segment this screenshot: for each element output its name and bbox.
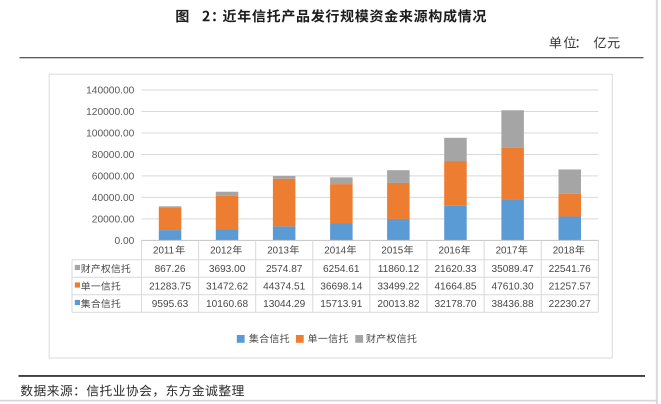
svg-text:41664.85: 41664.85 xyxy=(434,282,476,293)
svg-text:32178.70: 32178.70 xyxy=(434,299,476,310)
svg-text:2018: 2018 xyxy=(553,246,575,257)
svg-text:15713.91: 15713.91 xyxy=(320,299,362,310)
svg-text:2017: 2017 xyxy=(496,246,518,257)
svg-text:38436.88: 38436.88 xyxy=(492,299,534,310)
svg-text:3693.00: 3693.00 xyxy=(209,264,246,275)
svg-text:2012: 2012 xyxy=(210,246,232,257)
svg-text:0.00: 0.00 xyxy=(114,236,134,247)
svg-text:80000.00: 80000.00 xyxy=(92,150,135,161)
svg-text:120000.00: 120000.00 xyxy=(86,107,134,118)
svg-text:867.26: 867.26 xyxy=(155,264,186,275)
svg-text:6254.61: 6254.61 xyxy=(323,264,360,275)
svg-text:2013: 2013 xyxy=(267,246,289,257)
svg-text:20013.82: 20013.82 xyxy=(377,299,419,310)
svg-text:60000.00: 60000.00 xyxy=(92,171,135,182)
svg-text:2015: 2015 xyxy=(381,246,403,257)
svg-text:21257.57: 21257.57 xyxy=(549,282,591,293)
svg-text:22230.27: 22230.27 xyxy=(549,299,591,310)
svg-text:2014: 2014 xyxy=(324,246,346,257)
svg-text:22541.76: 22541.76 xyxy=(549,264,591,275)
svg-text:21620.33: 21620.33 xyxy=(434,264,476,275)
svg-text:140000.00: 140000.00 xyxy=(86,86,134,97)
svg-text:33499.22: 33499.22 xyxy=(377,282,419,293)
svg-text:35089.47: 35089.47 xyxy=(492,264,534,275)
svg-text:47610.30: 47610.30 xyxy=(492,282,534,293)
svg-text:9595.63: 9595.63 xyxy=(152,299,189,310)
svg-text:2016: 2016 xyxy=(439,246,461,257)
svg-text:2011: 2011 xyxy=(153,246,174,257)
svg-text:20000.00: 20000.00 xyxy=(92,214,135,225)
svg-text:10160.68: 10160.68 xyxy=(206,299,248,310)
svg-text:13044.29: 13044.29 xyxy=(263,299,305,310)
svg-text:21283.75: 21283.75 xyxy=(149,282,191,293)
svg-text:40000.00: 40000.00 xyxy=(92,193,135,204)
svg-text:100000.00: 100000.00 xyxy=(86,129,134,140)
svg-text:36698.14: 36698.14 xyxy=(320,282,362,293)
svg-text:2574.87: 2574.87 xyxy=(266,264,303,275)
svg-text:44374.51: 44374.51 xyxy=(263,282,305,293)
svg-text:31472.62: 31472.62 xyxy=(206,282,248,293)
svg-text:11860.12: 11860.12 xyxy=(378,264,420,275)
